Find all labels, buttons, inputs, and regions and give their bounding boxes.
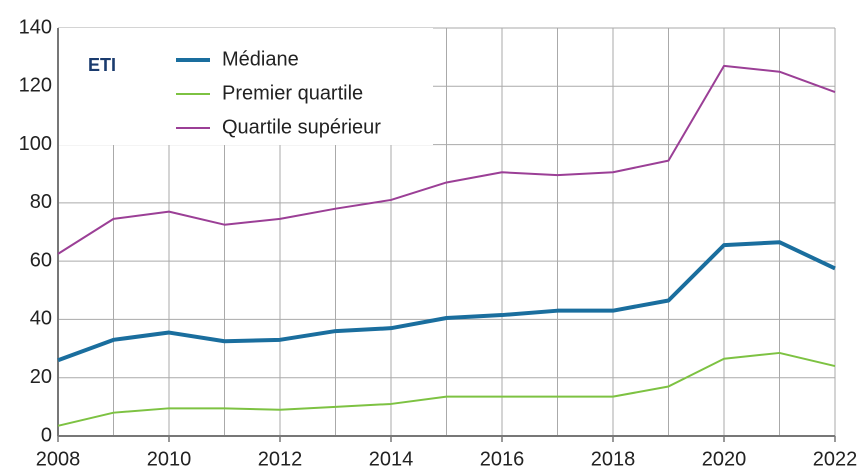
y-tick-label: 60 — [30, 249, 52, 271]
legend-label: Médiane — [222, 48, 299, 70]
x-tick-label: 2016 — [480, 448, 525, 470]
series-line — [57, 351, 836, 427]
y-tick-label: 80 — [30, 191, 52, 213]
legend-label: Quartile supérieur — [222, 116, 381, 138]
y-tick-label: 100 — [19, 133, 52, 155]
x-tick-label: 2022 — [813, 448, 858, 470]
x-tick-label: 2014 — [369, 448, 414, 470]
annotation: ETI — [88, 55, 116, 75]
y-tick-label: 20 — [30, 366, 52, 388]
x-tick-label: 2008 — [36, 448, 81, 470]
x-tick-label: 2012 — [258, 448, 303, 470]
y-tick-label: 140 — [19, 16, 52, 38]
x-tick-label: 2010 — [147, 448, 192, 470]
series-line — [57, 240, 836, 363]
legend-label: Premier quartile — [222, 82, 363, 104]
x-tick-label: 2020 — [702, 448, 747, 470]
legend-box — [59, 28, 433, 145]
y-tick-label: 0 — [41, 424, 52, 446]
y-tick-label: 120 — [19, 75, 52, 97]
x-tick-label: 2018 — [591, 448, 636, 470]
series-line — [57, 64, 836, 255]
y-tick-label: 40 — [30, 308, 52, 330]
